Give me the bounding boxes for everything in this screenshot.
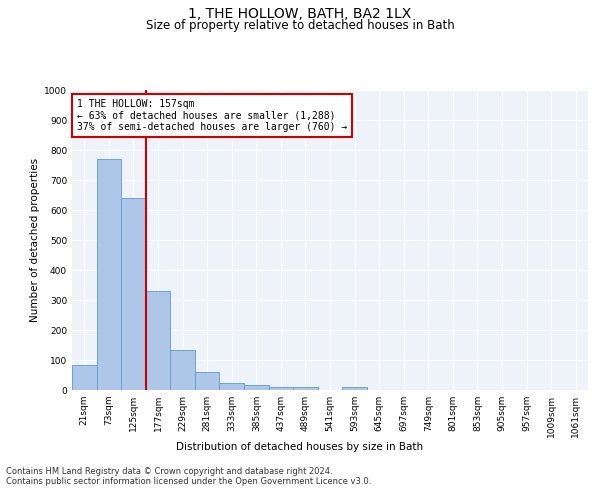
Bar <box>170 350 195 390</box>
Text: Size of property relative to detached houses in Bath: Size of property relative to detached ho… <box>146 18 454 32</box>
Bar <box>220 384 244 390</box>
Bar <box>72 365 97 390</box>
Bar <box>342 386 367 390</box>
Bar <box>121 198 146 390</box>
Text: Contains HM Land Registry data © Crown copyright and database right 2024.: Contains HM Land Registry data © Crown c… <box>6 468 332 476</box>
Text: 1, THE HOLLOW, BATH, BA2 1LX: 1, THE HOLLOW, BATH, BA2 1LX <box>188 8 412 22</box>
Bar <box>195 372 220 390</box>
Y-axis label: Number of detached properties: Number of detached properties <box>30 158 40 322</box>
Bar <box>97 159 121 390</box>
Text: Contains public sector information licensed under the Open Government Licence v3: Contains public sector information licen… <box>6 478 371 486</box>
Text: 1 THE HOLLOW: 157sqm
← 63% of detached houses are smaller (1,288)
37% of semi-de: 1 THE HOLLOW: 157sqm ← 63% of detached h… <box>77 99 347 132</box>
Bar <box>269 387 293 390</box>
Bar <box>146 291 170 390</box>
Text: Distribution of detached houses by size in Bath: Distribution of detached houses by size … <box>176 442 424 452</box>
Bar <box>293 387 318 390</box>
Bar <box>244 384 269 390</box>
